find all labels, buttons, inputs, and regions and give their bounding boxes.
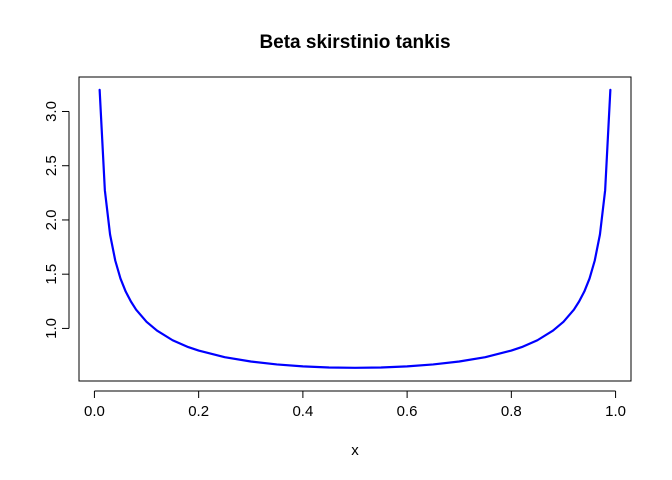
chart-title: Beta skirstinio tankis <box>259 32 450 53</box>
density-curve <box>98 88 612 369</box>
x-tick-label: 0.8 <box>501 403 522 420</box>
plot-frame <box>78 76 632 382</box>
y-tick-label: 3.0 <box>43 101 60 122</box>
x-axis-label: x <box>351 442 359 459</box>
y-tick-label: 2.5 <box>43 155 60 176</box>
x-tick-label: 0.2 <box>188 403 209 420</box>
y-tick-label: 1.5 <box>43 264 60 285</box>
y-axis: 1.0 1.5 2.0 2.5 3.0 <box>43 101 70 339</box>
x-tick-label: 0.4 <box>292 403 313 420</box>
series-layer <box>98 88 612 369</box>
y-tick-label: 1.0 <box>43 318 60 339</box>
x-axis: 0.0 0.2 0.4 0.6 0.8 1.0 <box>84 390 626 420</box>
x-tick-label: 0.6 <box>397 403 418 420</box>
y-tick-label: 2.0 <box>43 210 60 231</box>
x-tick-label: 1.0 <box>605 403 626 420</box>
x-tick-label: 0.0 <box>84 403 105 420</box>
